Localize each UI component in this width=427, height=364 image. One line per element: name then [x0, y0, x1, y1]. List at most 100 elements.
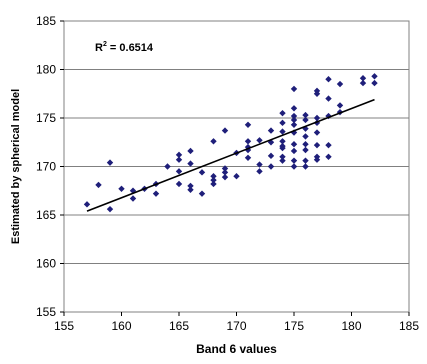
- data-point: [279, 138, 286, 145]
- data-point: [359, 75, 367, 82]
- x-tick-label: 170: [226, 319, 246, 333]
- y-tick-label: 170: [36, 160, 56, 174]
- y-tick-label: 175: [36, 111, 56, 125]
- r-squared-annotation: R2 = 0.6514: [95, 41, 154, 54]
- trendline: [86, 98, 375, 212]
- data-point: [129, 187, 137, 194]
- data-point: [279, 119, 286, 127]
- data-point: [210, 138, 217, 145]
- data-point: [164, 163, 171, 170]
- data-point: [187, 182, 194, 190]
- data-point: [313, 156, 321, 163]
- data-point: [267, 139, 275, 146]
- y-tick-label: 165: [36, 208, 56, 222]
- data-point: [187, 186, 194, 193]
- data-point: [313, 129, 321, 136]
- data-point: [371, 79, 378, 87]
- data-point: [290, 116, 298, 124]
- data-point: [325, 153, 332, 160]
- data-point: [187, 147, 194, 155]
- data-point: [198, 190, 206, 197]
- data-point: [106, 159, 114, 166]
- data-point: [336, 102, 344, 109]
- data-point: [256, 161, 263, 168]
- data-point: [302, 140, 309, 148]
- data-point: [118, 185, 125, 193]
- data-point: [210, 180, 217, 188]
- data-point: [221, 127, 229, 134]
- data-point: [302, 116, 309, 124]
- data-point: [175, 151, 183, 159]
- y-tick-label: 155: [36, 305, 56, 319]
- data-point: [359, 79, 367, 87]
- data-point: [279, 109, 286, 117]
- data-point: [290, 163, 298, 170]
- data-point: [175, 180, 183, 188]
- data-point: [302, 111, 309, 119]
- r-squared-superscript: 2: [103, 41, 107, 48]
- data-point: [325, 76, 332, 83]
- data-point: [290, 157, 298, 164]
- data-point: [290, 140, 298, 148]
- data-point: [83, 201, 91, 208]
- data-point: [325, 95, 332, 102]
- y-tick-label: 185: [36, 14, 56, 28]
- data-point: [244, 138, 252, 145]
- data-point: [302, 163, 309, 170]
- data-point: [325, 112, 332, 120]
- data-point: [129, 195, 137, 202]
- data-point: [279, 142, 286, 150]
- r-squared-symbol: R: [95, 42, 103, 54]
- y-axis-title: Estimated by spherical model: [10, 89, 22, 244]
- data-point: [313, 141, 321, 149]
- data-point: [95, 181, 102, 189]
- y-tick-label: 160: [36, 257, 56, 271]
- data-point: [279, 128, 286, 135]
- data-point: [267, 127, 275, 134]
- data-point: [279, 153, 286, 160]
- data-point: [302, 157, 309, 164]
- axis-ticks: 155 160 165 170 175 180 185 155 160 165 170 175 180 1…: [36, 14, 419, 333]
- data-point: [290, 121, 298, 128]
- data-point: [302, 146, 309, 154]
- x-tick-label: 185: [399, 319, 419, 333]
- x-tick-label: 180: [341, 319, 361, 333]
- data-point: [371, 73, 378, 80]
- data-point: [221, 173, 229, 181]
- data-point: [175, 168, 183, 175]
- data-point: [244, 154, 252, 161]
- x-axis-title: Band 6 values: [196, 342, 277, 356]
- data-point: [187, 160, 194, 167]
- data-point: [175, 156, 183, 163]
- data-point: [325, 141, 332, 149]
- data-points: [83, 73, 378, 213]
- data-point: [279, 157, 286, 164]
- data-point: [267, 152, 275, 160]
- x-tick-label: 160: [111, 319, 131, 333]
- x-tick-label: 175: [284, 319, 304, 333]
- data-point: [290, 112, 298, 120]
- data-point: [233, 173, 240, 180]
- x-tick-label: 165: [169, 319, 189, 333]
- data-point: [290, 85, 298, 93]
- r-squared-value: = 0.6514: [107, 42, 154, 54]
- data-point: [221, 169, 229, 176]
- gridlines: [64, 69, 409, 264]
- y-tick-label: 180: [36, 63, 56, 77]
- data-point: [244, 121, 252, 128]
- data-point: [313, 90, 321, 97]
- x-tick-label: 155: [54, 319, 74, 333]
- data-point: [256, 137, 263, 144]
- data-point: [302, 133, 309, 140]
- data-point: [267, 163, 275, 170]
- data-point: [313, 114, 321, 122]
- data-point: [198, 169, 206, 176]
- data-point: [210, 176, 217, 184]
- data-point: [221, 165, 229, 172]
- data-point: [210, 173, 217, 180]
- data-point: [256, 168, 263, 175]
- data-point: [106, 205, 114, 213]
- data-point: [336, 80, 344, 88]
